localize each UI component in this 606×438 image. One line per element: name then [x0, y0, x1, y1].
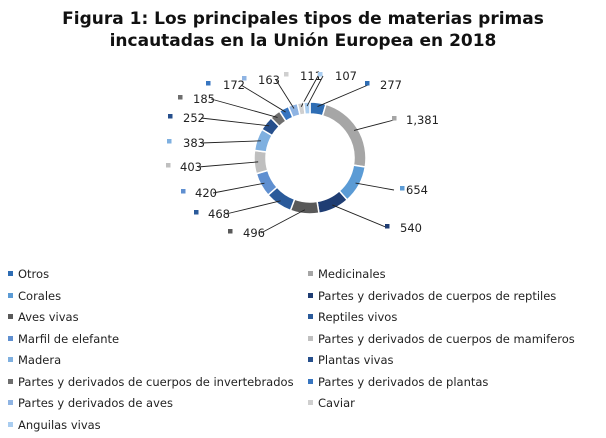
legend-item: Plantas vivas: [308, 353, 394, 367]
legend-item: Aves vivas: [8, 310, 79, 324]
leader-line: [355, 182, 395, 191]
legend-item: Corales: [8, 289, 61, 303]
label-marker: [206, 81, 211, 86]
legend-swatch: [308, 292, 313, 298]
data-label: 468: [208, 207, 230, 221]
legend-label: Plantas vivas: [318, 353, 394, 367]
legend-label: Medicinales: [318, 267, 386, 281]
donut-slice: [321, 103, 367, 168]
legend-item: Marfil de elefante: [8, 332, 119, 346]
legend-label: Aves vivas: [18, 310, 79, 324]
legend-item: Partes y derivados de cuerpos de reptile…: [308, 289, 556, 303]
label-marker: [181, 189, 186, 194]
legend-item: Anguilas vivas: [8, 418, 101, 432]
legend-swatch: [8, 378, 13, 384]
label-marker: [392, 116, 397, 121]
label-marker: [167, 139, 172, 144]
label-marker: [228, 229, 233, 234]
donut-slice: [316, 189, 349, 215]
legend-label: Partes y derivados de cuerpos de reptile…: [318, 288, 557, 303]
data-label: 172: [223, 78, 245, 92]
leader-line: [200, 117, 270, 127]
label-marker: [242, 76, 247, 81]
legend-item: Partes y derivados de plantas: [308, 375, 488, 389]
legend-label: Caviar: [318, 396, 355, 410]
donut-slice: [302, 101, 311, 116]
leader-line: [225, 200, 281, 215]
legend-swatch: [308, 378, 313, 384]
legend-swatch: [308, 314, 313, 319]
leader-line: [353, 119, 395, 131]
legend-item: Partes y derivados de aves: [8, 396, 173, 410]
legend-swatch: [308, 357, 313, 362]
data-label: 654: [406, 183, 428, 197]
legend-label: Partes y derivados de cuerpos de mamifer…: [318, 331, 575, 346]
label-marker: [168, 114, 173, 119]
label-marker: [166, 163, 171, 168]
data-label: 403: [180, 160, 202, 174]
legend-item: Caviar: [308, 396, 355, 410]
data-label: 185: [193, 92, 215, 106]
legend-swatch: [8, 335, 13, 341]
label-marker: [385, 224, 390, 229]
leader-line: [332, 204, 389, 229]
legend-swatch: [8, 357, 13, 362]
leader-line: [275, 79, 295, 109]
legend-label: Partes y derivados de aves: [18, 396, 173, 410]
donut-slice: [289, 198, 320, 215]
legend-item: Medicinales: [308, 267, 386, 281]
data-label: 383: [183, 136, 205, 150]
leader-line: [197, 161, 259, 168]
data-label: 496: [243, 226, 265, 240]
legend-item: Otros: [8, 267, 49, 281]
leader-line: [212, 182, 265, 194]
leader-line: [317, 84, 369, 107]
legend-swatch: [308, 335, 313, 341]
legend-item: Partes y derivados de cuerpos de inverte…: [8, 375, 294, 389]
leader-line: [210, 98, 278, 118]
legend-item: Reptiles vivos: [308, 310, 397, 324]
chart-title-line-2: incautadas en la Unión Europea en 2018: [109, 31, 497, 51]
legend-swatch: [8, 314, 13, 319]
leader-line: [200, 140, 261, 144]
data-label: 1,381: [406, 113, 439, 127]
legend-item: Partes y derivados de cuerpos de mamifer…: [308, 332, 575, 346]
data-label: 252: [183, 111, 205, 125]
data-label: 163: [258, 73, 280, 87]
leader-line: [260, 209, 306, 234]
legend-item: Madera: [8, 353, 61, 367]
legend-swatch: [8, 421, 13, 427]
legend-label: Corales: [18, 288, 62, 303]
data-label: 540: [400, 221, 422, 235]
legend-swatch: [8, 400, 13, 405]
label-marker: [318, 72, 323, 77]
legend-swatch: [8, 292, 13, 298]
legend-label: Otros: [18, 267, 50, 281]
legend-label: Reptiles vivos: [318, 310, 398, 324]
data-label: 420: [195, 186, 217, 200]
legend-swatch: [308, 400, 313, 405]
legend-swatch: [8, 271, 13, 276]
data-label: 107: [335, 69, 357, 83]
legend-label: Anguilas vivas: [18, 417, 101, 432]
legend-label: Marfil de elefante: [18, 331, 120, 346]
legend-swatch: [308, 271, 313, 276]
legend-label: Partes y derivados de plantas: [318, 374, 489, 389]
chart-title-line-1: Figura 1: Los principales tipos de mater…: [62, 9, 544, 29]
leader-line: [240, 84, 286, 113]
data-label: 111: [300, 69, 322, 83]
legend-label: Partes y derivados de cuerpos de inverte…: [18, 374, 294, 389]
label-marker: [194, 210, 199, 215]
data-label: 277: [380, 78, 402, 92]
label-marker: [284, 72, 289, 77]
chart-title: Figura 1: Los principales tipos de mater…: [0, 8, 606, 52]
label-marker: [400, 186, 405, 191]
leader-line: [306, 75, 324, 107]
label-marker: [178, 95, 183, 100]
label-marker: [365, 81, 370, 86]
legend-label: Madera: [18, 353, 62, 367]
